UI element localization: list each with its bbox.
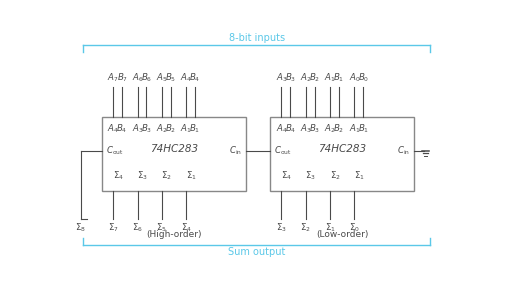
Text: 74HC283: 74HC283 bbox=[150, 144, 198, 154]
Text: $B_{3}$: $B_{3}$ bbox=[141, 122, 152, 135]
Text: $B_{4}$: $B_{4}$ bbox=[189, 72, 201, 84]
Text: $B_{1}$: $B_{1}$ bbox=[358, 122, 369, 135]
Text: $\Sigma_{1}$: $\Sigma_{1}$ bbox=[186, 169, 197, 182]
Text: $B_{3}$: $B_{3}$ bbox=[285, 72, 296, 84]
Text: $B_{2}$: $B_{2}$ bbox=[165, 122, 176, 135]
Text: $\Sigma_{3}$: $\Sigma_{3}$ bbox=[137, 169, 148, 182]
Text: 74HC283: 74HC283 bbox=[318, 144, 366, 154]
Text: 8-bit inputs: 8-bit inputs bbox=[229, 32, 285, 43]
Text: $A_{3}$: $A_{3}$ bbox=[300, 122, 312, 135]
Text: $\Sigma_{4}$: $\Sigma_{4}$ bbox=[281, 169, 292, 182]
Text: $\Sigma_{3}$: $\Sigma_{3}$ bbox=[305, 169, 316, 182]
Text: $A_{3}$: $A_{3}$ bbox=[132, 122, 143, 135]
Text: $\Sigma_{1}$: $\Sigma_{1}$ bbox=[354, 169, 365, 182]
Text: $A_{1}$: $A_{1}$ bbox=[324, 72, 336, 84]
Text: $C_{\rm in}$: $C_{\rm in}$ bbox=[229, 144, 242, 157]
Text: $\Sigma_{5}$: $\Sigma_{5}$ bbox=[156, 222, 167, 234]
Text: $\Sigma_{4}$: $\Sigma_{4}$ bbox=[112, 169, 123, 182]
Text: $\Sigma_{3}$: $\Sigma_{3}$ bbox=[276, 222, 287, 234]
Text: $A_{7}$: $A_{7}$ bbox=[107, 72, 119, 84]
Text: $\Sigma_{2}$: $\Sigma_{2}$ bbox=[300, 222, 311, 234]
Text: $A_{2}$: $A_{2}$ bbox=[156, 122, 168, 135]
Text: $B_{7}$: $B_{7}$ bbox=[117, 72, 128, 84]
Text: $\Sigma_{0}$: $\Sigma_{0}$ bbox=[349, 222, 360, 234]
Text: $A_{4}$: $A_{4}$ bbox=[276, 122, 287, 135]
Text: $A_{2}$: $A_{2}$ bbox=[324, 122, 336, 135]
Text: $\Sigma_{6}$: $\Sigma_{6}$ bbox=[132, 222, 143, 234]
Bar bbox=[270, 117, 414, 191]
Text: $C_{\rm out}$: $C_{\rm out}$ bbox=[106, 144, 123, 157]
Text: $\Sigma_{4}$: $\Sigma_{4}$ bbox=[180, 222, 191, 234]
Text: $A_{1}$: $A_{1}$ bbox=[180, 122, 192, 135]
Text: $A_{3}$: $A_{3}$ bbox=[276, 72, 287, 84]
Text: $B_{4}$: $B_{4}$ bbox=[285, 122, 296, 135]
Text: $B_{1}$: $B_{1}$ bbox=[333, 72, 345, 84]
Text: $\Sigma_{2}$: $\Sigma_{2}$ bbox=[329, 169, 340, 182]
Text: $A_{5}$: $A_{5}$ bbox=[156, 72, 168, 84]
Text: $\Sigma_{1}$: $\Sigma_{1}$ bbox=[325, 222, 335, 234]
Text: $A_{0}$: $A_{0}$ bbox=[348, 72, 360, 84]
Text: $B_{3}$: $B_{3}$ bbox=[309, 122, 320, 135]
Text: $\Sigma_{8}$: $\Sigma_{8}$ bbox=[74, 222, 85, 234]
Bar bbox=[102, 117, 246, 191]
Text: $C_{\rm out}$: $C_{\rm out}$ bbox=[274, 144, 292, 157]
Text: $A_{6}$: $A_{6}$ bbox=[132, 72, 143, 84]
Text: $B_{2}$: $B_{2}$ bbox=[333, 122, 345, 135]
Text: Sum output: Sum output bbox=[228, 247, 286, 258]
Text: $B_{0}$: $B_{0}$ bbox=[358, 72, 369, 84]
Text: $A_{4}$: $A_{4}$ bbox=[107, 122, 119, 135]
Text: $B_{5}$: $B_{5}$ bbox=[165, 72, 176, 84]
Text: $A_{2}$: $A_{2}$ bbox=[300, 72, 312, 84]
Text: (High-order): (High-order) bbox=[146, 230, 201, 239]
Text: $B_{1}$: $B_{1}$ bbox=[189, 122, 201, 135]
Text: $\Sigma_{7}$: $\Sigma_{7}$ bbox=[108, 222, 119, 234]
Text: $C_{\rm in}$: $C_{\rm in}$ bbox=[397, 144, 410, 157]
Text: $B_{2}$: $B_{2}$ bbox=[309, 72, 320, 84]
Text: $B_{4}$: $B_{4}$ bbox=[117, 122, 128, 135]
Text: $B_{6}$: $B_{6}$ bbox=[141, 72, 152, 84]
Text: $\Sigma_{2}$: $\Sigma_{2}$ bbox=[161, 169, 172, 182]
Text: $A_{4}$: $A_{4}$ bbox=[180, 72, 192, 84]
Text: $A_{1}$: $A_{1}$ bbox=[348, 122, 360, 135]
Text: (Low-order): (Low-order) bbox=[316, 230, 368, 239]
